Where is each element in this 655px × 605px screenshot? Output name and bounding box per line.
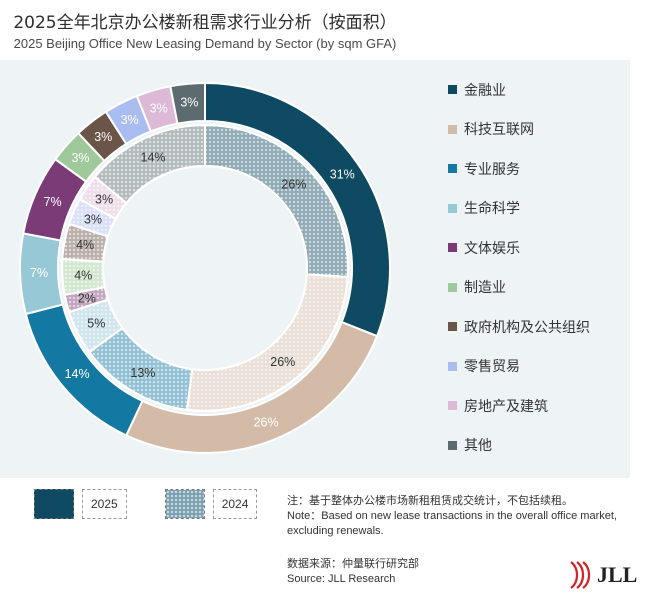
year-2024-swatch xyxy=(164,489,205,519)
source: 数据来源：仲量联行研究部 Source: JLL Research xyxy=(287,557,419,587)
label-2024-5: 4% xyxy=(74,269,92,283)
label-2025-8: 3% xyxy=(150,102,168,116)
legend-item-0: 金融业 xyxy=(448,70,648,110)
legend-label-7: 零售贸易 xyxy=(464,359,520,376)
chart-subtitle: 2025 Beijing Office New Leasing Demand b… xyxy=(13,36,397,51)
legend-item-9: 其他 xyxy=(448,426,648,466)
legend-label-9: 其他 xyxy=(464,438,492,455)
outer-ring-2025 xyxy=(19,81,391,454)
year-2025-label: 2025 xyxy=(82,489,127,519)
source-zh: 数据来源：仲量联行研究部 xyxy=(287,558,419,570)
legend-label-6: 政府机构及公共组织 xyxy=(464,319,590,336)
note-zh: 注：基于整体办公楼市场新租租赁成交统计，不包括续租。 xyxy=(287,495,573,507)
legend-label-2: 专业服务 xyxy=(464,161,520,178)
legend-label-8: 房地产及建筑 xyxy=(464,398,548,415)
label-2025-3: 7% xyxy=(30,266,48,280)
label-2024-4: 2% xyxy=(78,291,96,305)
notes: 注：基于整体办公楼市场新租租赁成交统计，不包括续租。 Note：Based on… xyxy=(287,494,617,539)
label-2025-4: 7% xyxy=(44,195,62,209)
slice-labels: 31% 26% 14% 7% 7% 3% 3% 3% 3% 3% 26% 26% 13% 5% 2% 4% 4%… xyxy=(30,96,355,430)
legend-swatch-3 xyxy=(448,203,457,213)
label-2024-7: 3% xyxy=(84,213,102,227)
legend-item-4: 文体娱乐 xyxy=(448,228,648,268)
label-2024-3: 5% xyxy=(87,316,105,330)
legend-item-7: 零售贸易 xyxy=(448,347,648,387)
jll-logo: JLL xyxy=(567,560,637,590)
label-2025-7: 3% xyxy=(121,113,139,127)
legend-item-3: 生命科学 xyxy=(448,189,648,229)
year-legend: 2025 2024 xyxy=(34,489,295,519)
legend-swatch-8 xyxy=(448,401,457,411)
label-2025-1: 26% xyxy=(254,415,279,429)
legend-swatch-9 xyxy=(448,440,457,450)
label-2025-6: 3% xyxy=(94,130,112,144)
label-2024-8: 3% xyxy=(95,192,113,206)
legend-item-1: 科技互联网 xyxy=(448,110,648,150)
legend-item-6: 政府机构及公共组织 xyxy=(448,307,648,347)
year-2024-label: 2024 xyxy=(212,489,258,519)
slice-2025-9 xyxy=(169,81,206,125)
inner-ring-2024 xyxy=(61,123,349,412)
year-2025-swatch xyxy=(34,489,74,519)
jll-logo-icon xyxy=(570,561,591,589)
legend-swatch-2 xyxy=(448,164,457,174)
legend-item-2: 专业服务 xyxy=(448,149,648,189)
label-2025-2: 14% xyxy=(65,367,90,381)
label-2025-5: 3% xyxy=(71,151,89,165)
label-2025-0: 31% xyxy=(330,168,355,182)
slice-pattern-2024-9 xyxy=(93,123,206,205)
note-en-line1: Note：Based on new lease transactions in … xyxy=(287,510,617,522)
note-en-line2: excluding renewals. xyxy=(287,525,384,537)
legend-label-3: 生命科学 xyxy=(464,201,520,218)
donut-chart: 31% 26% 14% 7% 7% 3% 3% 3% 3% 3% 26% 26% 13% 5% 2% 4% 4%… xyxy=(19,81,391,454)
legend-swatch-0 xyxy=(448,85,457,95)
label-2024-0: 26% xyxy=(281,177,306,191)
label-2024-6: 4% xyxy=(76,238,94,252)
label-2025-9: 3% xyxy=(180,96,198,110)
legend-label-4: 文体娱乐 xyxy=(464,240,520,257)
label-2024-1: 26% xyxy=(270,355,295,369)
chart-title: 2025全年北京办公楼新租需求行业分析（按面积） xyxy=(13,13,397,33)
legend-swatch-1 xyxy=(448,124,457,134)
legend-swatch-5 xyxy=(448,282,457,292)
legend-swatch-6 xyxy=(448,322,457,332)
label-2024-9: 14% xyxy=(141,151,166,165)
legend-label-1: 科技互联网 xyxy=(464,122,534,139)
legend: 金融业科技互联网专业服务生命科学文体娱乐制造业政府机构及公共组织 零售贸易房地产及… xyxy=(448,70,648,465)
legend-label-0: 金融业 xyxy=(464,82,506,99)
legend-label-5: 制造业 xyxy=(464,280,506,297)
jll-logo-text: JLL xyxy=(597,562,638,587)
legend-swatch-4 xyxy=(448,243,457,253)
label-2024-2: 13% xyxy=(130,366,155,380)
source-en: Source: JLL Research xyxy=(287,573,396,585)
legend-item-5: 制造业 xyxy=(448,268,648,308)
legend-swatch-7 xyxy=(448,361,457,371)
legend-item-8: 房地产及建筑 xyxy=(448,386,648,426)
